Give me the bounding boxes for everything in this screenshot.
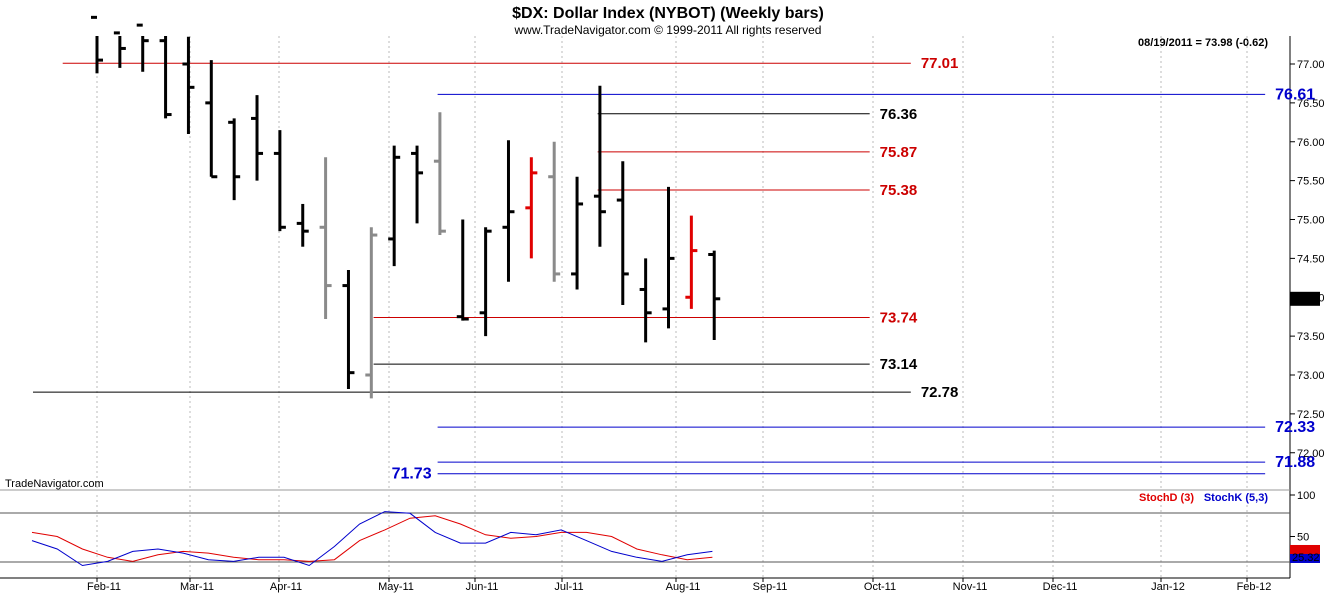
ohlc-bar xyxy=(662,186,675,329)
stoch-last-value: 25.32 xyxy=(1292,552,1320,564)
price-levels: 77.01 76.61 76.36 75.87 75.38 73.74 73.1472.78… xyxy=(32,55,1315,483)
stoch-k-series xyxy=(31,511,713,567)
y-tick-label: 73.50 xyxy=(1297,331,1325,343)
price-axis: 72.0072.5073.0073.5074.0074.5075.0075.50… xyxy=(1290,59,1325,460)
stoch-d-series xyxy=(31,515,713,562)
x-tick-label: Sep-11 xyxy=(753,581,788,593)
ohlc-bar xyxy=(411,145,424,224)
level-label: 77.01 xyxy=(921,55,959,72)
date-axis: Feb-11 Mar-11 Apr-11 May-11 Jun-11 Jul-11 Aug-… xyxy=(87,578,1271,593)
x-tick-label: Feb-12 xyxy=(1237,581,1272,593)
y-tick-label: 72.50 xyxy=(1297,409,1325,421)
level-label: 75.38 xyxy=(880,182,918,199)
ohlc-bar xyxy=(159,36,172,119)
ohlc-bar xyxy=(113,31,126,68)
y-tick-label: 73.00 xyxy=(1297,370,1325,382)
y-tick-label: 74.50 xyxy=(1297,253,1325,265)
x-tick-label: Jul-11 xyxy=(554,581,583,593)
ohlc-bar xyxy=(251,95,264,181)
x-tick-label: Mar-11 xyxy=(180,581,214,593)
ohlc-bar xyxy=(342,270,355,389)
ohlc-bar xyxy=(639,258,652,343)
stoch-last-box-k xyxy=(1290,553,1320,563)
ohlc-bar xyxy=(365,227,378,399)
price-pane-grid xyxy=(96,36,1248,490)
level-label: 72.78 xyxy=(921,384,959,401)
ohlc-bar xyxy=(433,112,446,236)
stoch-axis: 50 100 25.32 xyxy=(1290,490,1320,564)
x-tick-label: Apr-11 xyxy=(270,581,302,593)
ohlc-bar xyxy=(205,60,218,179)
ohlc-bars xyxy=(91,15,721,399)
x-tick-label: Aug-11 xyxy=(666,581,701,593)
x-tick-label: Nov-11 xyxy=(953,581,988,593)
ohlc-bar xyxy=(296,203,309,247)
last-price-label: 73.98 xyxy=(1292,294,1320,306)
ohlc-bar xyxy=(708,250,721,341)
level-label: 71.88 xyxy=(1275,454,1315,471)
ohlc-bar xyxy=(571,176,584,290)
stoch-tick-label: 100 xyxy=(1297,490,1315,502)
level-label: 71.73 xyxy=(392,466,432,483)
ohlc-bar xyxy=(136,23,149,72)
y-tick-label: 75.00 xyxy=(1297,215,1325,227)
y-tick-label: 72.00 xyxy=(1297,448,1325,460)
ohlc-bar xyxy=(685,215,698,309)
ohlc-bar xyxy=(593,85,606,247)
ohlc-bar xyxy=(273,130,286,232)
stoch-pane-grid xyxy=(96,495,1248,578)
x-tick-label: May-11 xyxy=(378,581,414,593)
level-label: 76.36 xyxy=(880,106,918,123)
y-tick-label: 77.00 xyxy=(1297,59,1325,71)
chart-copyright: www.TradeNavigator.com © 1999-2011 All r… xyxy=(514,23,822,37)
x-tick-label: Feb-11 xyxy=(87,581,121,593)
quote-readout: 08/19/2011 = 73.98 (-0.62) xyxy=(1138,37,1268,49)
legend-stoch-d: StochD (3) xyxy=(1139,492,1194,504)
ohlc-bar xyxy=(319,157,332,320)
level-label: 73.14 xyxy=(880,356,918,373)
level-label: 72.33 xyxy=(1275,419,1315,436)
x-tick-label: Dec-11 xyxy=(1043,581,1078,593)
legend-stoch-k: StochK (5,3) xyxy=(1204,492,1269,504)
ohlc-bar xyxy=(616,161,629,306)
ohlc-bar xyxy=(182,36,195,134)
level-label: 76.61 xyxy=(1275,86,1315,103)
x-tick-label: Oct-11 xyxy=(864,581,896,593)
ohlc-bar xyxy=(228,118,241,201)
y-tick-label: 76.50 xyxy=(1297,98,1325,110)
ohlc-bar xyxy=(548,141,561,282)
x-tick-label: Jun-11 xyxy=(466,581,499,593)
stoch-tick-label: 50 xyxy=(1297,532,1309,544)
ohlc-bar xyxy=(456,219,469,321)
watermark: TradeNavigator.com xyxy=(5,478,104,490)
stoch-last-box-d xyxy=(1290,544,1320,554)
y-tick-label: 76.00 xyxy=(1297,137,1325,149)
level-label: 73.74 xyxy=(880,309,918,326)
ohlc-bar xyxy=(388,145,401,267)
ohlc-bar xyxy=(525,157,538,259)
last-price-box xyxy=(1290,291,1320,306)
ohlc-bar xyxy=(91,15,103,74)
chart-title: $DX: Dollar Index (NYBOT) (Weekly bars) xyxy=(512,5,824,22)
level-label: 75.87 xyxy=(880,144,918,161)
x-tick-label: Jan-12 xyxy=(1151,581,1185,593)
y-tick-label: 75.50 xyxy=(1297,176,1325,188)
ohlc-bar xyxy=(479,227,492,337)
ohlc-bar xyxy=(502,140,515,282)
